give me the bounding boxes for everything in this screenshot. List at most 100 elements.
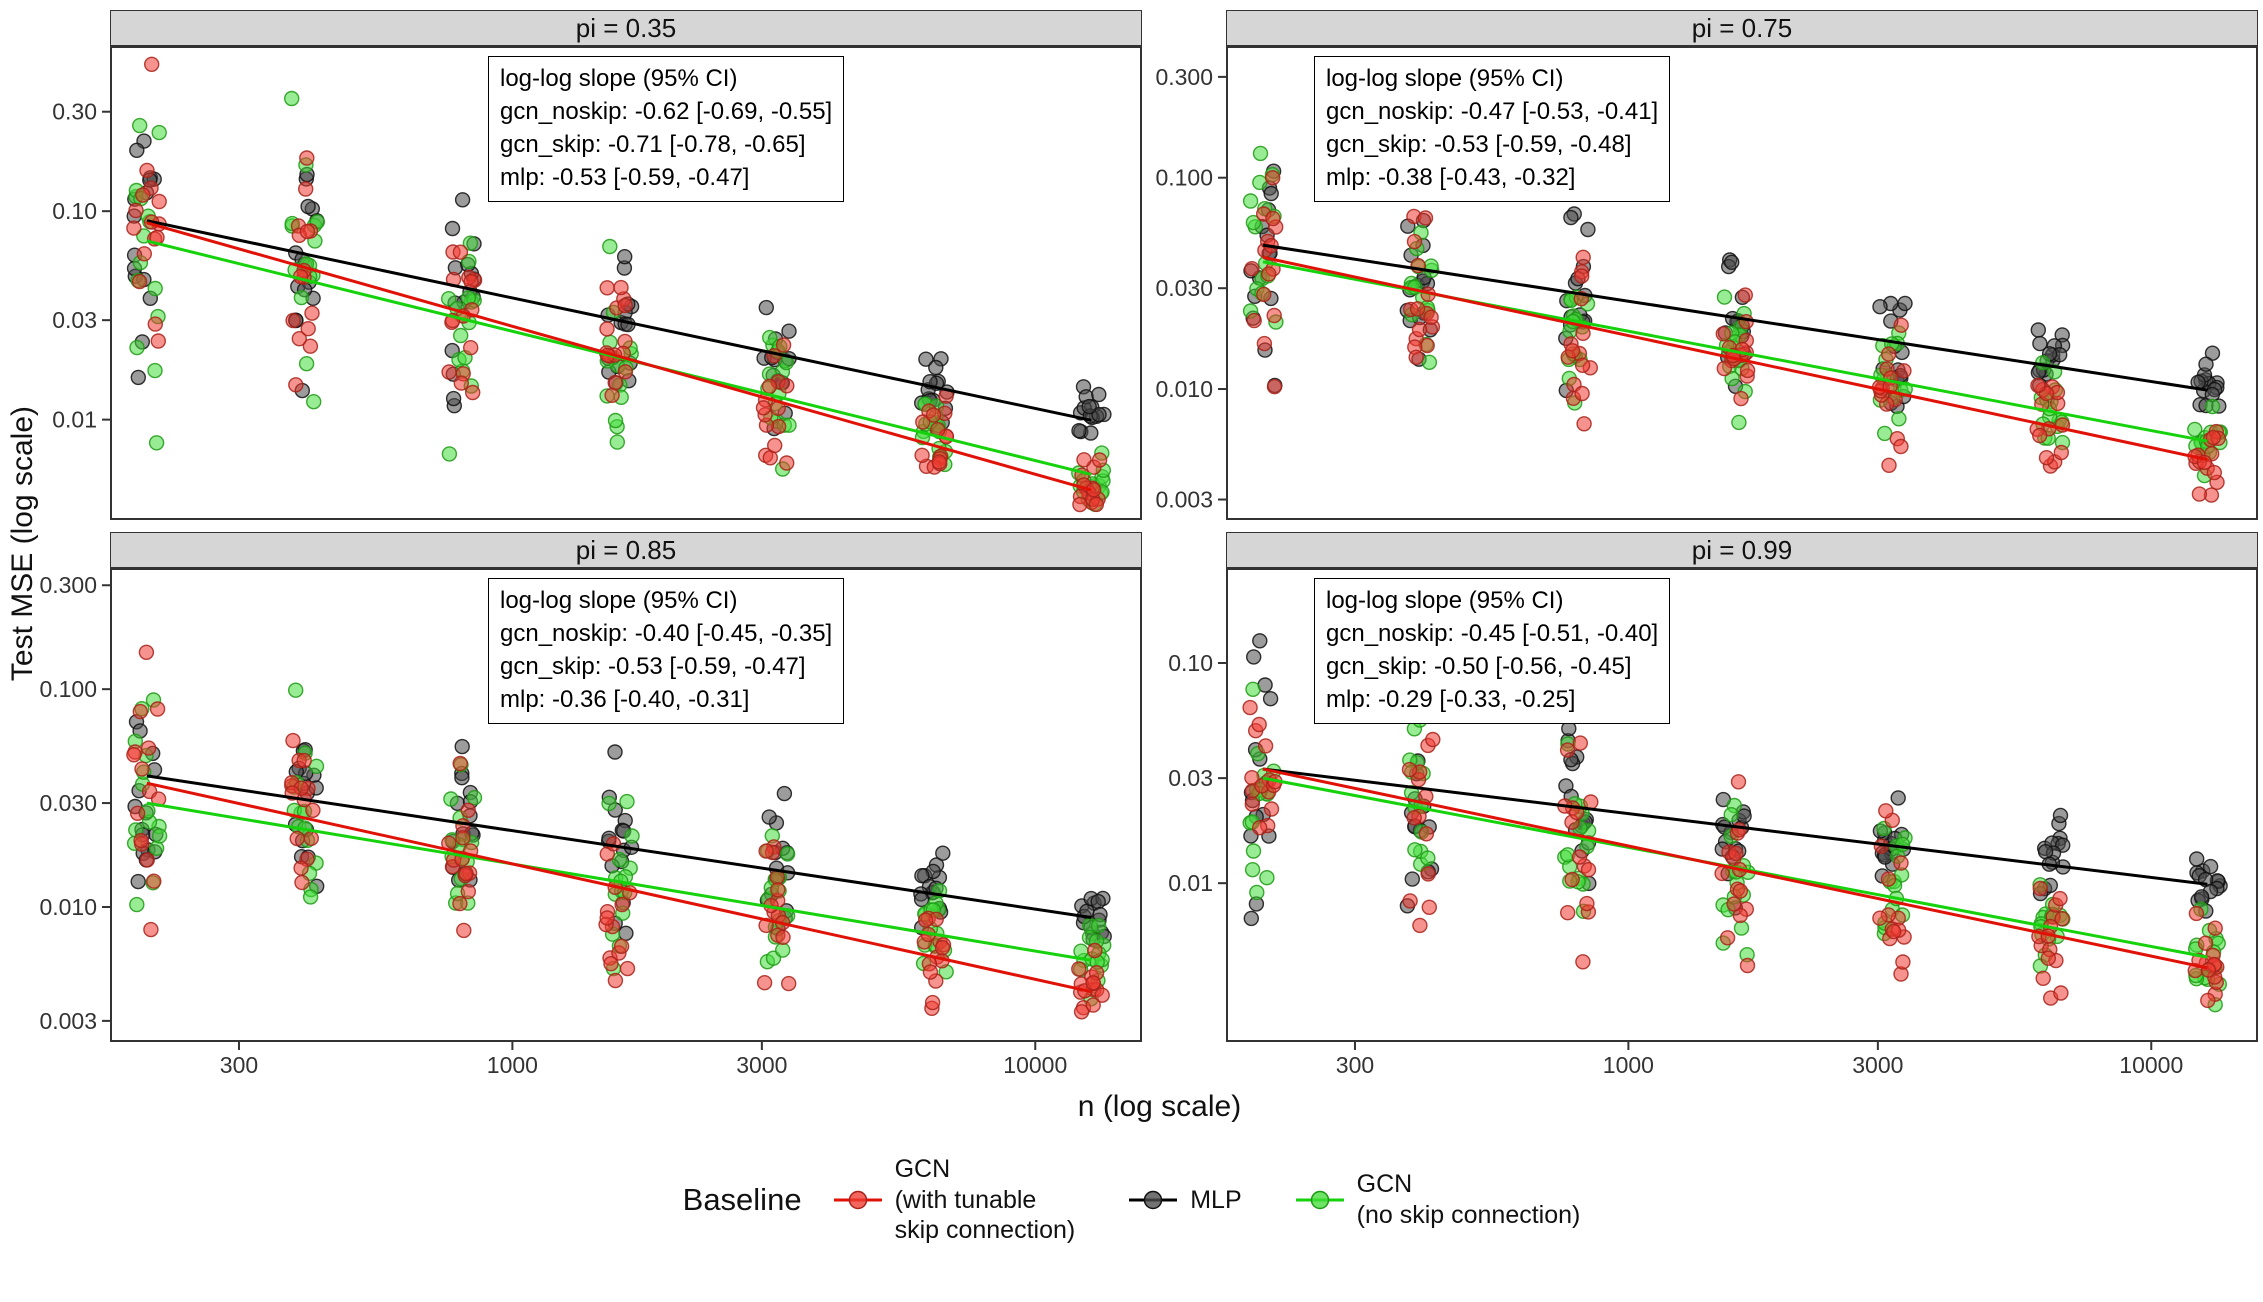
scatter-point [1266, 307, 1282, 324]
scatter-point [1265, 210, 1281, 227]
x-tick-label: 10000 [2119, 1052, 2183, 1078]
scatter-point [2038, 450, 2055, 466]
scatter-point [1252, 820, 1268, 836]
scatter-point [1406, 810, 1422, 826]
scatter-point [2053, 444, 2069, 461]
scatter-point [1731, 414, 1747, 431]
trend-line-gcn_skip [146, 221, 1092, 492]
y-tick-label: 0.03 [52, 307, 97, 333]
scatter-point [150, 333, 166, 349]
scatter-point [601, 795, 617, 812]
scatter-point [1716, 360, 1732, 377]
y-tick-label: 0.30 [52, 99, 97, 125]
scatter-point [779, 846, 796, 862]
scatter-point [1714, 865, 1730, 882]
scatter-point [1418, 826, 1435, 842]
scatter-point [1723, 806, 1739, 823]
scatter-point [465, 384, 481, 401]
scatter-point [463, 340, 479, 356]
scatter-point [2032, 880, 2048, 897]
scatter-point [1890, 790, 1906, 806]
scatter-point [298, 356, 315, 372]
scatter-point [1574, 385, 1590, 402]
scatter-point [149, 701, 166, 717]
x-axis-ticks: 300 1000 3000 10000 [1336, 1042, 2183, 1078]
scatter-point [1894, 836, 1911, 853]
scatter-point [126, 747, 142, 763]
scatter-point [1559, 742, 1576, 758]
x-axis-spacer [1156, 1042, 1226, 1078]
scatter-point [1076, 452, 1092, 468]
scatter-point [300, 321, 316, 337]
facet-strip-label: pi = 0.85 [575, 534, 677, 565]
legend-entry-label: GCN (with tunable skip connection) [894, 1155, 1076, 1244]
scatter-point [915, 414, 931, 430]
scatter-point [458, 865, 474, 882]
scatter-point [1896, 363, 1912, 379]
annotation-line: log-log slope (95% CI) [500, 587, 738, 614]
scatter-point [2197, 935, 2214, 951]
scatter-point [761, 378, 778, 394]
y-axis-ticks: 0.10 0.03 0.01 [1168, 650, 1226, 896]
scatter-point [1881, 346, 1897, 362]
y-tick-label: 0.100 [40, 676, 97, 702]
scatter-point [758, 843, 774, 859]
scatter-point [1246, 649, 1262, 665]
scatter-point [143, 921, 159, 938]
scatter-point [762, 329, 778, 346]
scatter-point [1257, 738, 1274, 754]
scatter-point [443, 791, 459, 807]
scatter-point [293, 860, 309, 876]
scatter-point [1719, 930, 1736, 946]
scatter-point [1417, 210, 1434, 226]
scatter-point [618, 925, 634, 941]
scatter-point [1091, 386, 1107, 403]
scatter-point [1072, 496, 1088, 513]
scatter-point [1574, 268, 1590, 284]
scatter-point [2198, 356, 2214, 372]
facet-strip: pi = 0.99 [1226, 532, 2258, 568]
scatter-point [1893, 855, 1909, 871]
scatter-point [299, 150, 315, 166]
scatter-point [1088, 496, 1105, 513]
scatter-point [1244, 862, 1261, 878]
scatter-point [1421, 354, 1438, 370]
scatter-point [2040, 950, 2056, 966]
scatter-point [1886, 923, 1902, 940]
x-tick-label: 300 [220, 1052, 258, 1078]
scatter-point [607, 972, 624, 989]
y-tick-label: 0.003 [1156, 487, 1213, 513]
scatter-point [1243, 910, 1259, 927]
scatter-point [136, 246, 152, 262]
y-tick-label: 0.300 [40, 572, 97, 598]
scatter-point [1571, 849, 1588, 865]
scatter-point [139, 852, 155, 868]
scatter-point [308, 758, 325, 775]
scatter-point [619, 793, 635, 810]
scatter-point [2191, 486, 2208, 502]
scatter-point [2202, 858, 2219, 875]
scatter-point [617, 297, 633, 314]
scatter-point [148, 435, 165, 451]
scatter-point [770, 882, 786, 898]
scatter-point [1730, 774, 1747, 790]
scatter-point [2030, 322, 2046, 338]
scatter-point [129, 896, 145, 913]
facet-strip: pi = 0.35 [110, 10, 1142, 46]
scatter-point [1256, 335, 1273, 352]
scatter-point [1423, 309, 1439, 325]
scatter-point [1893, 317, 1909, 333]
scatter-series-gcn_skip [1242, 692, 2225, 1009]
scatter-point [441, 446, 458, 462]
scatter-point [1408, 349, 1424, 365]
scatter-point [1576, 416, 1592, 432]
scatter-point [1563, 209, 1579, 226]
scatter-point [2200, 962, 2216, 978]
scatter-point [1421, 899, 1438, 915]
scatter-point [305, 802, 321, 819]
annotation-line: gcn_skip: -0.53 [-0.59, -0.48] [1326, 131, 1632, 159]
legend-entry-label: GCN (no skip connection) [1356, 1170, 1581, 1229]
annotation-line: mlp: -0.36 [-0.40, -0.31] [500, 686, 750, 714]
scatter-point [299, 223, 316, 240]
scatter-point [1733, 390, 1749, 407]
